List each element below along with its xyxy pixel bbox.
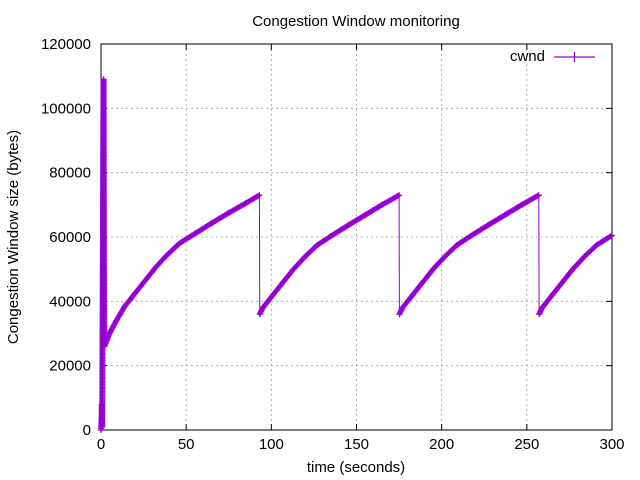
y-tick-label: 120000 [41, 36, 91, 53]
y-tick-label: 100000 [41, 100, 91, 117]
x-tick-label: 200 [429, 436, 454, 453]
legend-label-cwnd: cwnd [510, 48, 545, 65]
y-tick-label: 60000 [49, 229, 91, 246]
x-tick-label: 50 [178, 436, 195, 453]
x-tick-label: 0 [97, 436, 105, 453]
grid-lines [101, 44, 612, 430]
x-tick-label: 100 [259, 436, 284, 453]
x-tick-label: 300 [599, 436, 624, 453]
y-tick-label: 40000 [49, 293, 91, 310]
series-markers-cwnd [98, 76, 615, 433]
y-tick-label: 20000 [49, 358, 91, 375]
x-axis-label: time (seconds) [307, 459, 405, 476]
x-tick-label: 250 [514, 436, 539, 453]
y-tick-label: 80000 [49, 165, 91, 182]
y-tick-label: 0 [83, 422, 91, 439]
chart-title: Congestion Window monitoring [252, 13, 460, 30]
x-axis-ticks: 0 50 100 150 200 250 300 [97, 44, 625, 453]
legend: cwnd [510, 48, 595, 65]
series-layer [98, 76, 615, 433]
y-axis-ticks: 0 20000 40000 60000 80000 100000 120000 [41, 36, 612, 439]
x-tick-label: 150 [344, 436, 369, 453]
y-axis-label: Congestion Window size (bytes) [5, 130, 22, 344]
